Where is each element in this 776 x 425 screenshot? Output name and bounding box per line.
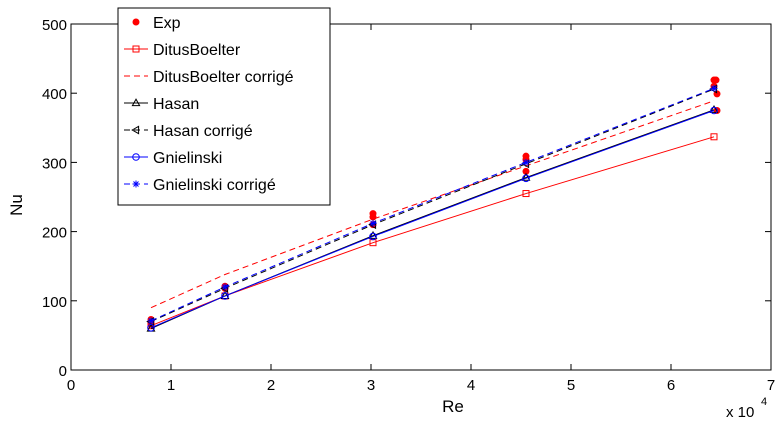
series-5 <box>147 106 718 332</box>
legend-item: Hasan corrigé <box>124 123 253 140</box>
legend-marker <box>131 98 141 107</box>
x-tick-label: 0 <box>67 377 75 394</box>
data-point <box>522 174 530 183</box>
y-tick-label: 500 <box>42 17 67 34</box>
legend-label: DitusBoelter <box>153 42 241 59</box>
data-point <box>710 84 718 92</box>
legend-item: Hasan <box>124 96 199 113</box>
data-point <box>521 172 531 181</box>
legend-item: Gnielinski <box>124 150 222 167</box>
series-6 <box>147 84 718 325</box>
series-2 <box>150 100 715 309</box>
data-point <box>368 230 378 239</box>
x-tick-label: 2 <box>267 377 275 394</box>
data-point <box>147 317 155 325</box>
data-point <box>147 323 155 332</box>
plot-frame <box>70 23 772 371</box>
data-point <box>522 158 530 166</box>
data-point <box>221 283 229 291</box>
x-axis-multiplier-exponent: 4 <box>761 396 767 408</box>
x-tick-label: 6 <box>667 377 675 394</box>
data-point <box>221 292 229 300</box>
legend-label: DitusBoelter corrigé <box>153 69 294 86</box>
legend: Exp DitusBoelter DitusBoelter corrigé Hasan… <box>117 7 331 206</box>
y-tick-label: 400 <box>42 86 67 103</box>
x-tick-label: 5 <box>567 377 575 394</box>
y-tick-label: 100 <box>42 294 67 311</box>
legend-label: Exp <box>153 15 181 32</box>
data-point <box>522 190 530 198</box>
legend-marker <box>132 180 140 188</box>
axes-layer: 0 1 2 3 4 5 6 7 0 100 200 300 400 500 Re Nu x 10 4 <box>7 17 775 421</box>
legend-marker <box>131 125 140 135</box>
series-line <box>150 110 715 329</box>
y-tick-label: 0 <box>59 363 67 380</box>
x-tick-label: 3 <box>367 377 375 394</box>
data-point <box>369 232 377 241</box>
legend-item: DitusBoelter <box>124 42 241 59</box>
legend-label: Hasan <box>153 96 199 113</box>
x-axis-multiplier: x 10 <box>726 404 754 421</box>
legend-marker <box>132 18 140 26</box>
legend-item: DitusBoelter corrigé <box>124 69 294 86</box>
x-tick-label: 4 <box>467 377 475 394</box>
legend-label: Gnielinski corrigé <box>153 177 276 194</box>
legend-label: Gnielinski <box>153 150 222 167</box>
data-point <box>710 133 718 141</box>
series-layer <box>146 76 721 332</box>
data-point <box>712 76 720 84</box>
legend-marker <box>132 45 140 53</box>
data-point <box>709 104 719 113</box>
x-tick-label: 7 <box>767 377 775 394</box>
y-axis-label: Nu <box>7 194 26 216</box>
legend-item: Exp <box>132 15 181 32</box>
data-point <box>369 219 377 227</box>
x-tick-label: 1 <box>167 377 175 394</box>
x-axis-label: Re <box>442 397 464 416</box>
legend-marker <box>132 153 140 161</box>
series-line <box>150 100 715 309</box>
legend-box <box>117 7 331 206</box>
data-point <box>369 210 377 218</box>
legend-label: Hasan corrigé <box>153 123 253 140</box>
series-line <box>150 136 715 327</box>
y-tick-label: 200 <box>42 225 67 242</box>
legend-item: Gnielinski corrigé <box>124 177 276 194</box>
y-tick-label: 300 <box>42 155 67 172</box>
data-point <box>522 152 530 160</box>
data-point <box>710 106 718 115</box>
